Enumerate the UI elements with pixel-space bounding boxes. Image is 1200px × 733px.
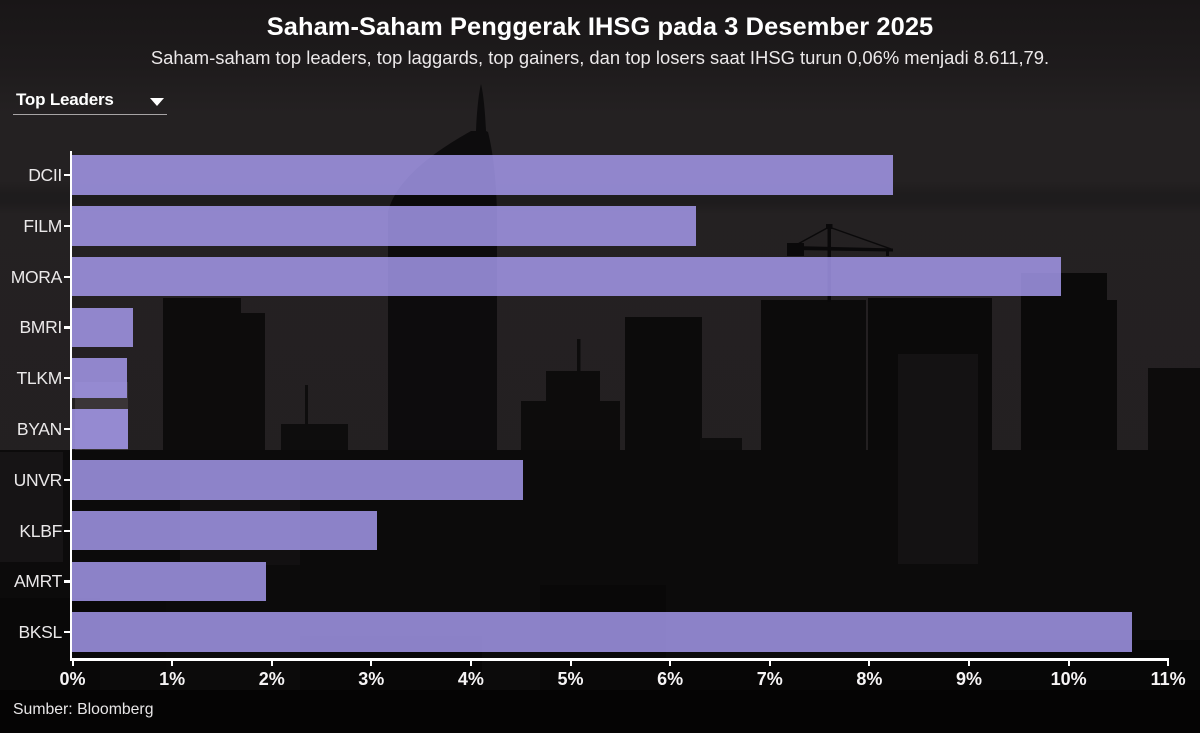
y-axis-line xyxy=(69,151,72,661)
x-tick-label: 10% xyxy=(1050,669,1087,690)
x-tick-label: 3% xyxy=(358,669,385,690)
category-label-amrt: AMRT xyxy=(13,571,62,592)
x-tick xyxy=(967,660,970,667)
category-label-unvr: UNVR xyxy=(13,469,63,490)
y-tick xyxy=(64,326,71,329)
x-tick-label: 4% xyxy=(457,669,484,690)
chart-title: Saham-Saham Penggerak IHSG pada 3 Desemb… xyxy=(266,13,934,41)
x-tick-label: 6% xyxy=(657,669,684,690)
category-label-dcii: DCII xyxy=(28,165,62,186)
bar-amrt xyxy=(72,561,266,602)
x-tick xyxy=(469,660,472,667)
category-label-klbf: KLBF xyxy=(19,520,62,541)
bar-bmri xyxy=(72,307,134,348)
y-tick xyxy=(64,224,71,227)
caret-down-icon xyxy=(150,98,164,106)
x-tick xyxy=(71,660,74,667)
x-tick xyxy=(868,660,871,667)
y-tick xyxy=(64,275,71,278)
y-tick xyxy=(64,377,71,380)
bar-bksl xyxy=(72,612,1133,652)
chart-subtitle: Saham-saham top leaders, top laggards, t… xyxy=(150,47,1050,68)
x-tick xyxy=(569,660,572,667)
bar-klbf xyxy=(72,510,378,551)
category-label-bksl: BKSL xyxy=(18,622,62,643)
y-tick xyxy=(64,478,71,481)
category-label-byan: BYAN xyxy=(16,419,62,440)
dropdown-underline xyxy=(13,113,167,115)
y-tick xyxy=(64,631,71,634)
bar-tlkm xyxy=(72,358,128,399)
x-tick-label: 9% xyxy=(955,669,982,690)
x-tick xyxy=(270,660,273,667)
y-tick xyxy=(64,529,71,532)
x-axis-line xyxy=(69,658,1170,661)
x-tick xyxy=(1167,660,1170,667)
bar-dcii xyxy=(72,155,894,195)
bar-unvr xyxy=(72,460,523,500)
bar-film xyxy=(72,206,697,246)
x-tick xyxy=(768,660,771,667)
x-tick xyxy=(171,660,174,667)
bar-mora xyxy=(72,256,1061,297)
category-label-mora: MORA xyxy=(10,266,63,287)
y-tick xyxy=(64,427,71,431)
x-tick-label: 2% xyxy=(258,669,285,690)
x-tick-label: 0% xyxy=(59,669,86,690)
category-label-film: FILM xyxy=(23,215,62,236)
source-note: Sumber: Bloomberg xyxy=(13,701,154,718)
x-tick-label: 1% xyxy=(159,669,186,690)
bar-byan xyxy=(72,409,129,449)
x-tick-label: 5% xyxy=(557,669,584,690)
x-tick xyxy=(370,660,373,667)
x-tick xyxy=(1067,660,1070,667)
category-label-bmri: BMRI xyxy=(19,317,62,338)
x-tick-label: 11% xyxy=(1150,669,1186,690)
x-tick-label: 7% xyxy=(756,669,783,690)
y-tick xyxy=(64,174,71,177)
series-dropdown-label: Top Leaders xyxy=(16,90,114,109)
y-tick xyxy=(64,580,71,583)
x-tick xyxy=(669,660,672,667)
series-dropdown[interactable]: Top Leaders xyxy=(13,88,167,116)
category-label-tlkm: TLKM xyxy=(16,368,63,389)
x-tick-label: 8% xyxy=(856,669,883,690)
